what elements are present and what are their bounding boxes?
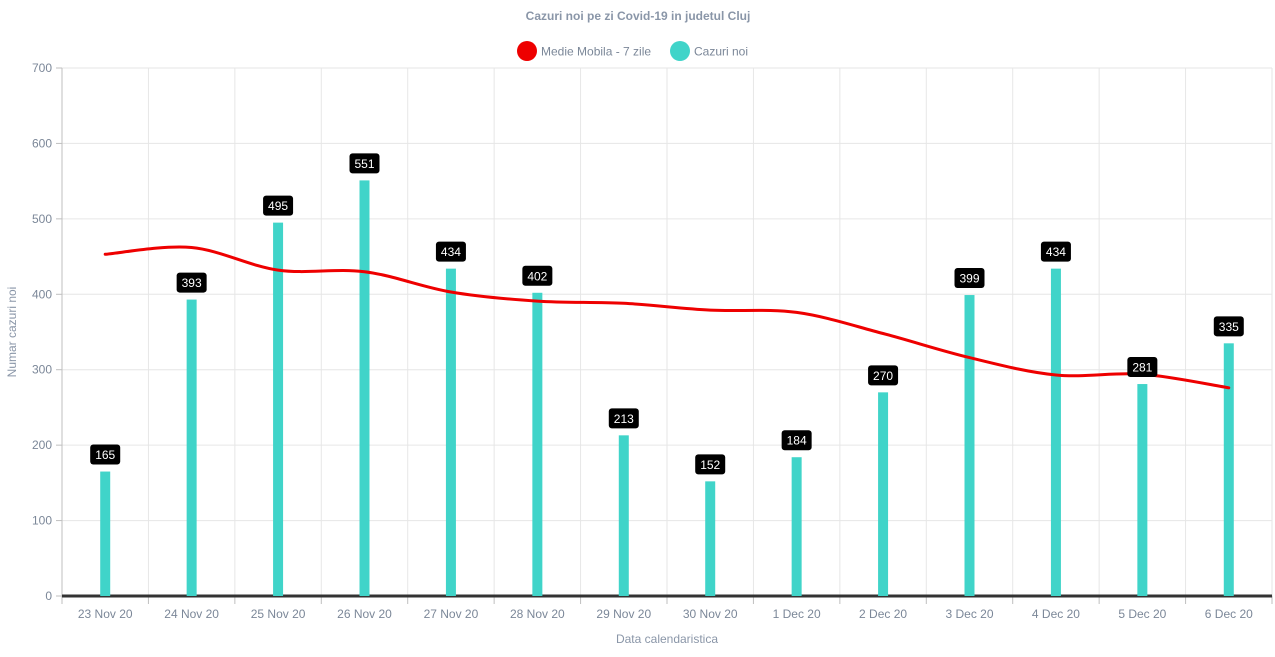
data-label-box <box>1127 357 1158 378</box>
data-label: 152 <box>695 454 726 475</box>
data-label: 393 <box>176 272 207 293</box>
data-label: 184 <box>781 430 812 451</box>
bar <box>705 481 716 596</box>
y-tick-label: 600 <box>32 136 52 150</box>
data-label-text: 270 <box>873 369 893 383</box>
data-label-box <box>781 430 812 451</box>
data-label: 402 <box>522 265 553 286</box>
data-label-text: 165 <box>95 448 115 462</box>
data-label-box <box>90 444 121 465</box>
data-label-text: 434 <box>441 245 461 259</box>
grid <box>62 67 1273 596</box>
x-tick-label: 26 Nov 20 <box>337 607 392 621</box>
data-label-box <box>695 454 726 475</box>
data-label-text: 495 <box>268 199 288 213</box>
data-label: 434 <box>1040 241 1071 262</box>
legend-marker-moving-average <box>517 41 537 61</box>
x-tick-label: 1 Dec 20 <box>773 607 821 621</box>
x-tick-label: 6 Dec 20 <box>1205 607 1253 621</box>
bar <box>878 392 889 596</box>
x-tick-label: 24 Nov 20 <box>164 607 219 621</box>
data-labels: 165 393 495 551 434 402 213 152 184 270 399 434 281 3… <box>90 153 1244 475</box>
data-label-box <box>1040 241 1071 262</box>
data-label: 495 <box>263 195 294 216</box>
x-tick-label: 4 Dec 20 <box>1032 607 1080 621</box>
data-label-box <box>263 195 294 216</box>
moving-average-line <box>103 245 1231 390</box>
data-label: 551 <box>349 153 380 174</box>
data-label: 281 <box>1127 357 1158 378</box>
line-series <box>103 245 1231 390</box>
data-label-text: 393 <box>182 276 202 290</box>
data-label: 399 <box>954 268 985 289</box>
y-tick-label: 400 <box>32 287 52 301</box>
y-tick-label: 0 <box>45 589 52 603</box>
data-label-box <box>868 365 899 386</box>
x-tick-label: 23 Nov 20 <box>78 607 133 621</box>
x-tick-label: 30 Nov 20 <box>683 607 738 621</box>
bar <box>532 292 543 596</box>
legend-label-moving-average: Medie Mobila - 7 zile <box>541 45 651 59</box>
bar <box>1223 343 1234 596</box>
data-label-box <box>435 241 466 262</box>
data-label-text: 213 <box>614 412 634 426</box>
x-tick-label: 27 Nov 20 <box>424 607 479 621</box>
data-label-text: 184 <box>787 434 807 448</box>
x-axis: 23 Nov 20 24 Nov 20 25 Nov 20 26 Nov 20 27 N… <box>61 594 1273 621</box>
bar <box>186 299 197 596</box>
data-label-text: 434 <box>1046 245 1066 259</box>
x-tick-label: 3 Dec 20 <box>945 607 993 621</box>
x-tick-label: 25 Nov 20 <box>251 607 306 621</box>
bar <box>273 222 284 596</box>
chart-title: Cazuri noi pe zi Covid-19 in judetul Clu… <box>526 9 751 23</box>
data-label-box <box>349 153 380 174</box>
bar <box>618 435 629 596</box>
y-tick-label: 500 <box>32 212 52 226</box>
data-label-box <box>1213 316 1244 337</box>
data-label-text: 399 <box>959 272 979 286</box>
data-label: 335 <box>1213 316 1244 337</box>
bar <box>791 457 802 596</box>
legend: Medie Mobila - 7 zile Cazuri noi <box>517 41 748 61</box>
x-tick-label: 5 Dec 20 <box>1118 607 1166 621</box>
data-label-text: 551 <box>354 157 374 171</box>
data-label-box <box>608 408 639 429</box>
y-tick-label: 200 <box>32 438 52 452</box>
x-tick-label: 29 Nov 20 <box>596 607 651 621</box>
y-axis-title: Numar cazuri noi <box>5 287 19 378</box>
bar <box>964 295 975 596</box>
bar <box>1137 384 1148 596</box>
data-label-box <box>176 272 207 293</box>
data-label-box <box>954 268 985 289</box>
x-tick-label: 2 Dec 20 <box>859 607 907 621</box>
data-label-text: 335 <box>1219 320 1239 334</box>
x-axis-title: Data calendaristica <box>616 632 718 646</box>
data-label-text: 152 <box>700 458 720 472</box>
legend-item-new-cases[interactable]: Cazuri noi <box>670 41 748 61</box>
data-label-text: 402 <box>527 269 547 283</box>
x-tick-label: 28 Nov 20 <box>510 607 565 621</box>
bar <box>1050 268 1061 596</box>
y-tick-label: 700 <box>32 61 52 75</box>
legend-label-new-cases: Cazuri noi <box>694 45 748 59</box>
data-label: 434 <box>435 241 466 262</box>
data-label-box <box>522 265 553 286</box>
y-tick-label: 300 <box>32 363 52 377</box>
bar <box>445 268 456 596</box>
data-label: 165 <box>90 444 121 465</box>
y-axis: 0 100 200 300 400 500 600 700 <box>32 61 63 604</box>
data-label: 270 <box>868 365 899 386</box>
bar <box>100 471 111 596</box>
data-label-text: 281 <box>1132 361 1152 375</box>
data-label: 213 <box>608 408 639 429</box>
y-tick-label: 100 <box>32 514 52 528</box>
bar <box>359 180 370 597</box>
legend-item-moving-average[interactable]: Medie Mobila - 7 zile <box>517 41 651 61</box>
legend-marker-new-cases <box>670 41 690 61</box>
bar-series <box>100 180 1234 597</box>
